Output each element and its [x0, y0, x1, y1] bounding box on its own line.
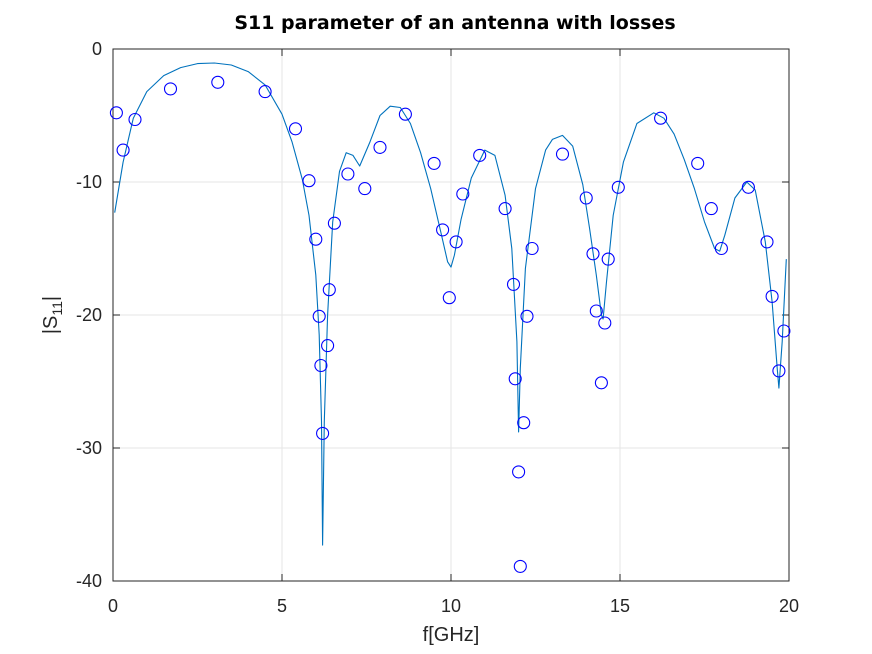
data-point [594, 376, 608, 390]
data-point [586, 247, 600, 261]
y-axis-title-base: |S [40, 316, 62, 335]
x-tick-label: 5 [277, 596, 287, 616]
data-point [442, 291, 456, 305]
data-point [704, 202, 718, 216]
data-point [598, 316, 612, 330]
data-point [555, 147, 570, 161]
data-point [589, 304, 603, 318]
data-point [258, 85, 272, 99]
data-point [601, 252, 615, 266]
data-point [211, 75, 225, 89]
data-point [777, 324, 791, 338]
data-point [525, 241, 539, 256]
data-point [517, 416, 531, 430]
data-point [512, 465, 526, 479]
data-point [765, 289, 779, 303]
data-point [309, 232, 323, 246]
data-point [449, 235, 463, 249]
data-point [128, 112, 142, 127]
x-tick-label: 15 [610, 596, 630, 616]
data-point [498, 202, 512, 216]
data-point [314, 358, 328, 373]
data-point [456, 187, 470, 201]
data-point [116, 143, 130, 157]
ticks: 0 5 10 15 20 0 -10 -20 -30 -40 [76, 39, 799, 616]
data-point [473, 148, 487, 162]
x-tick-label: 0 [108, 596, 118, 616]
y-axis-title-end: | [40, 296, 62, 301]
data-point [506, 277, 521, 291]
data-point [341, 167, 355, 181]
y-tick-label: -10 [76, 172, 102, 192]
x-axis-title: f[GHz] [423, 624, 480, 646]
data-point [327, 216, 341, 230]
chart-title: S11 parameter of an antenna with losses [234, 12, 675, 34]
data-point [508, 372, 522, 386]
data-point [312, 309, 326, 323]
x-tick-label: 10 [441, 596, 461, 616]
data-point [163, 82, 178, 96]
data-point [398, 107, 412, 121]
data-point [579, 191, 593, 205]
data-point [302, 174, 316, 188]
data-point [691, 156, 705, 170]
y-tick-label: -40 [76, 571, 102, 591]
y-tick-label: -30 [76, 438, 102, 458]
y-tick-label: -20 [76, 305, 102, 325]
y-axis-title: |S11| [40, 296, 65, 334]
data-point [321, 339, 335, 353]
data-point [760, 235, 774, 249]
data-point [436, 223, 450, 237]
y-axis-title-subscript: 11 [49, 301, 65, 316]
data-point [322, 283, 336, 297]
data-point [513, 559, 527, 573]
data-point [316, 426, 330, 440]
series-line-0 [114, 62, 787, 546]
data-point [654, 111, 668, 125]
data-point [520, 309, 534, 323]
data-point [772, 364, 786, 378]
series [109, 62, 791, 573]
data-point [741, 180, 755, 194]
data-point [288, 122, 303, 136]
data-point [109, 106, 123, 120]
data-point [373, 140, 387, 154]
data-point [427, 156, 441, 170]
y-tick-label: 0 [92, 39, 102, 59]
data-point [611, 180, 625, 194]
data-point [358, 182, 372, 196]
data-point [714, 241, 728, 256]
x-tick-label: 20 [779, 596, 799, 616]
